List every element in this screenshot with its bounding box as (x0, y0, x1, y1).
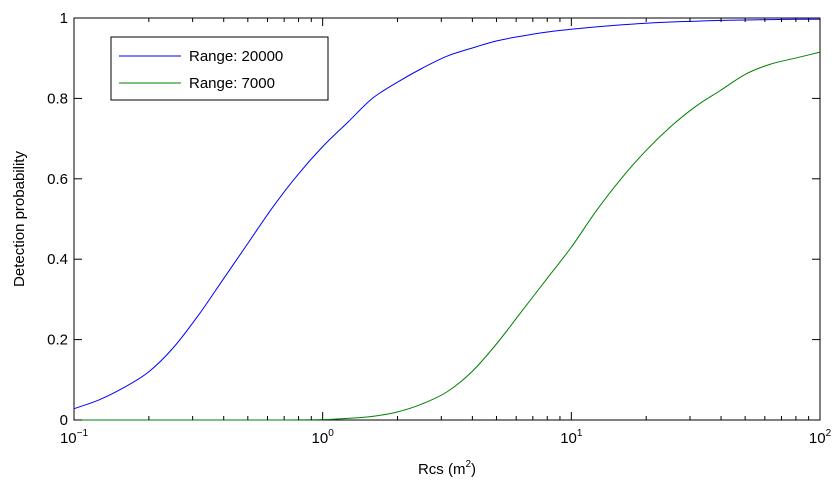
y-tick-label-4: 0.8 (47, 90, 68, 107)
series-line-1 (73, 51, 821, 421)
y-tick-label-1: 0.2 (47, 332, 68, 349)
x-axis-title-main: Rcs (m (418, 461, 466, 478)
x-tick-label-exp: 0 (328, 428, 334, 439)
y-tick-label-2: 0.4 (47, 251, 68, 268)
x-axis-title-sup: 2 (465, 459, 471, 470)
y-tick-label-3: 0.6 (47, 171, 68, 188)
x-tick-label-exp: 1 (577, 428, 583, 439)
x-tick-label-0: 10−1 (60, 428, 89, 447)
x-tick-label-base: 10 (809, 430, 826, 447)
series-line-0 (73, 18, 820, 410)
y-tick-label-5: 1 (60, 10, 68, 27)
x-tick-label-base: 10 (560, 430, 577, 447)
legend: Range: 20000 Range: 7000 (110, 36, 329, 101)
x-tick-label-3: 102 (809, 428, 832, 447)
y-tick-label-0: 0 (60, 412, 68, 429)
x-tick-label-exp: −1 (77, 428, 89, 439)
series-layer (73, 18, 821, 421)
x-tick-label-2: 101 (560, 428, 583, 447)
x-tick-label-base: 10 (60, 430, 77, 447)
x-tick-label-base: 10 (312, 430, 329, 447)
legend-label-range-7000: Range: 7000 (189, 75, 275, 92)
y-axis-title: Detection probability (11, 151, 28, 287)
legend-box (110, 36, 329, 101)
x-tick-label-1: 100 (312, 428, 335, 447)
x-tick-label-exp: 2 (826, 428, 832, 439)
legend-label-range-20000: Range: 20000 (189, 48, 283, 65)
x-axis-title-end: ) (471, 461, 476, 478)
x-axis-title: Rcs (m2) (418, 459, 476, 478)
